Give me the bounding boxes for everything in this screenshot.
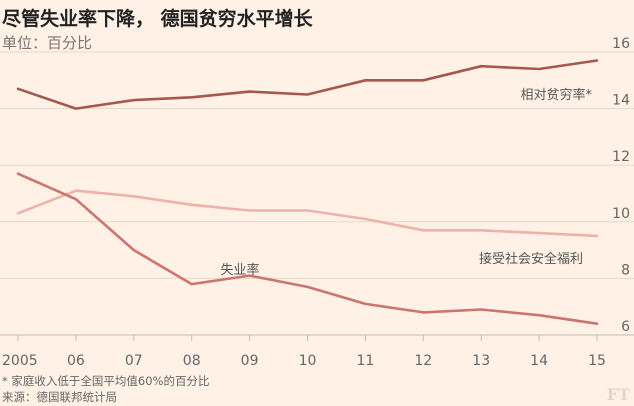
y-tick-label: 6 <box>621 319 630 335</box>
series-label: 接受社会安全福利 <box>479 251 583 267</box>
series-label: 相对贫穷率* <box>520 87 592 103</box>
x-tick-label: 15 <box>588 353 606 369</box>
series-label: 失业率 <box>220 262 259 278</box>
x-tick-labels: 2005 06 07 08 09 10 11 12 13 14 15 <box>2 335 606 369</box>
x-tick-label: 12 <box>414 353 432 369</box>
grid-lines <box>0 51 634 336</box>
footnote: * 家庭收入低于全国平均值60%的百分比 <box>2 374 210 388</box>
y-tick-labels: 6 8 10 12 14 16 <box>612 36 630 335</box>
series-line-0 <box>16 59 599 110</box>
y-tick-label: 14 <box>612 93 630 109</box>
y-tick-label: 8 <box>621 262 630 278</box>
x-tick-label: 08 <box>183 353 201 369</box>
x-tick-label: 13 <box>472 353 490 369</box>
x-tick-label: 14 <box>530 353 548 369</box>
series-line-2 <box>16 172 599 326</box>
x-tick-label: 10 <box>299 353 317 369</box>
x-tick-label: 11 <box>356 353 374 369</box>
y-tick-label: 12 <box>612 149 630 165</box>
source-note: 来源：德国联邦统计局 <box>2 390 117 404</box>
chart-title: 尽管失业率下降， 德国贫穷水平增长 <box>2 8 313 30</box>
y-tick-label: 16 <box>612 36 630 52</box>
x-tick-label: 09 <box>241 353 259 369</box>
y-tick-label: 10 <box>612 206 630 222</box>
series-lines <box>16 59 599 326</box>
ft-logo: FT <box>606 385 630 404</box>
chart-subtitle: 单位：百分比 <box>2 34 93 52</box>
series-line-1 <box>16 189 599 238</box>
x-tick-label: 07 <box>125 353 143 369</box>
x-tick-label: 06 <box>67 353 85 369</box>
x-tick-label: 2005 <box>2 353 38 369</box>
